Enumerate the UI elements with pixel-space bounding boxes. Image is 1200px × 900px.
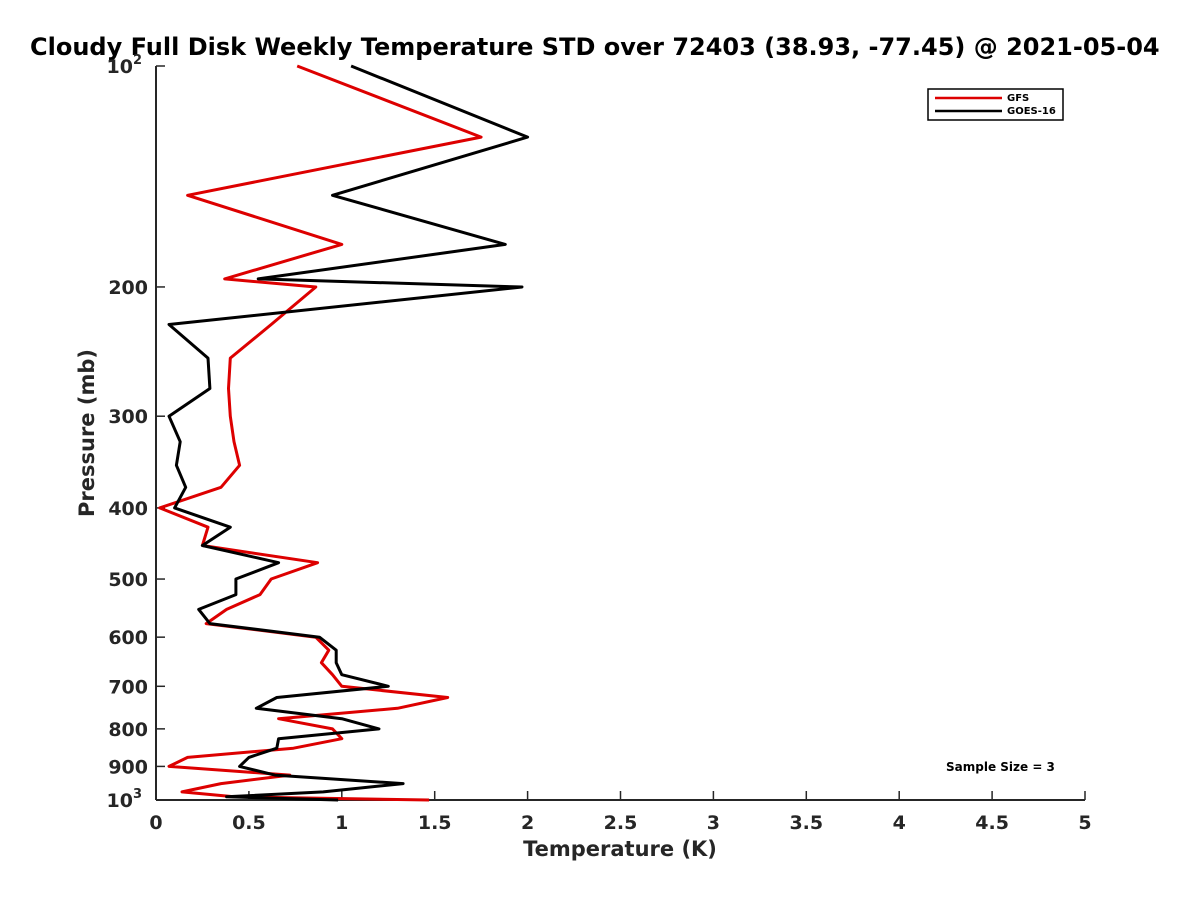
y-tick-label: 200	[108, 277, 148, 299]
y-tick-label: 600	[108, 627, 148, 649]
x-tick-label: 0.5	[232, 812, 266, 834]
y-axis-label: Pressure (mb)	[75, 349, 99, 517]
x-tick-label: 3	[707, 812, 720, 834]
x-tick-label: 1.5	[418, 812, 452, 834]
x-tick-label: 1	[335, 812, 348, 834]
legend-label-gfs: GFS	[1007, 93, 1029, 104]
series-line-gfs	[158, 64, 483, 802]
series-line-goes16	[167, 64, 530, 802]
x-tick-label: 5	[1078, 812, 1091, 834]
y-tick-label: 800	[108, 719, 148, 741]
plot-area: 0 0.5 1 1.5 2 2.5 3 3.5 4 4.5 5 102 200 300 400 500 600 7…	[107, 53, 1092, 834]
x-tick-label: 2	[521, 812, 534, 834]
x-tick-label: 4.5	[975, 812, 1009, 834]
x-tick-label: 2.5	[604, 812, 638, 834]
y-tick-label: 300	[108, 406, 148, 428]
x-axis-label: Temperature (K)	[523, 837, 717, 861]
chart-title: Cloudy Full Disk Weekly Temperature STD …	[30, 33, 1160, 61]
legend: GFS GOES-16	[927, 88, 1064, 121]
y-tick-label: 500	[108, 569, 148, 591]
x-tick-label: 3.5	[789, 812, 823, 834]
legend-label-goes16: GOES-16	[1007, 106, 1056, 117]
y-tick-label: 103	[107, 787, 143, 812]
x-tick-label: 4	[893, 812, 906, 834]
y-tick-label: 700	[108, 676, 148, 698]
legend-box	[927, 88, 1064, 121]
sample-size-annotation: Sample Size = 3	[946, 760, 1055, 774]
y-tick-label: 102	[107, 53, 143, 78]
y-tick-label: 400	[108, 498, 148, 520]
y-tick-label: 900	[108, 756, 148, 778]
x-tick-label: 0	[149, 812, 162, 834]
